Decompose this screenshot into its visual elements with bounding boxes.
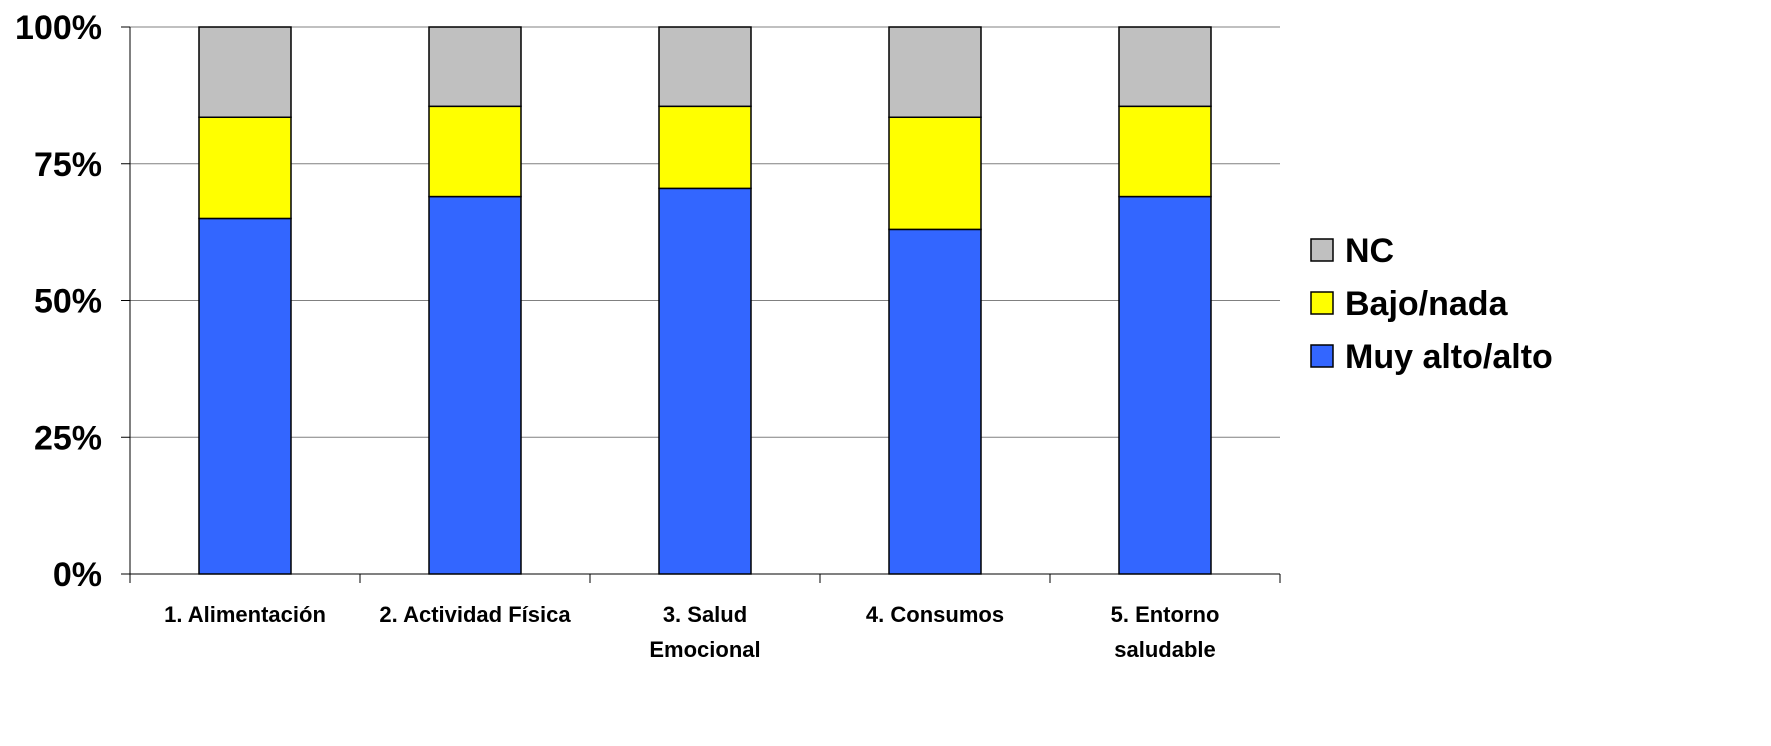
bar-segment-nc: [198, 26, 292, 119]
bar-segment-muy-alto-alto: [1118, 195, 1212, 575]
bars: [198, 26, 1212, 575]
x-category-label: 5. Entorno saludable: [1111, 602, 1220, 662]
legend-swatch: [1310, 238, 1334, 262]
bar-segment-nc: [428, 26, 522, 108]
bar-segment-bajo-nada: [198, 116, 292, 220]
y-tick-label: 75%: [34, 146, 102, 184]
legend-swatch: [1310, 291, 1334, 315]
legend-swatch: [1310, 344, 1334, 368]
bar-segment-nc: [888, 26, 982, 119]
legend-label: Muy alto/alto: [1345, 338, 1553, 376]
x-category-label: 1. Alimentación: [164, 602, 326, 627]
y-tick-label: 25%: [34, 419, 102, 457]
legend-label: NC: [1345, 232, 1394, 270]
tick-labels: 0% 25% 50% 75% 100% 1. Alimentación 2. Activid…: [15, 9, 1219, 662]
y-tick-label: 0%: [53, 556, 102, 594]
bar-segment-nc: [1118, 26, 1212, 108]
x-category-label: 4. Consumos: [866, 602, 1004, 627]
bar-segment-muy-alto-alto: [658, 187, 752, 575]
bar-segment-muy-alto-alto: [428, 195, 522, 575]
legend-label: Bajo/nada: [1345, 285, 1509, 323]
bar-segment-bajo-nada: [888, 116, 982, 231]
bar-segment-bajo-nada: [1118, 105, 1212, 198]
bar-segment-muy-alto-alto: [198, 217, 292, 575]
y-tick-label: 50%: [34, 283, 102, 321]
x-category-label: 2. Actividad Física: [379, 602, 571, 627]
x-category-label: 3. Salud Emocional: [649, 602, 760, 662]
bar-segment-muy-alto-alto: [888, 228, 982, 575]
legend: NC Bajo/nada Muy alto/alto: [1310, 232, 1553, 376]
bar-segment-bajo-nada: [658, 105, 752, 190]
bar-segment-nc: [658, 26, 752, 108]
bar-segment-bajo-nada: [428, 105, 522, 198]
y-tick-label: 100%: [15, 9, 102, 47]
